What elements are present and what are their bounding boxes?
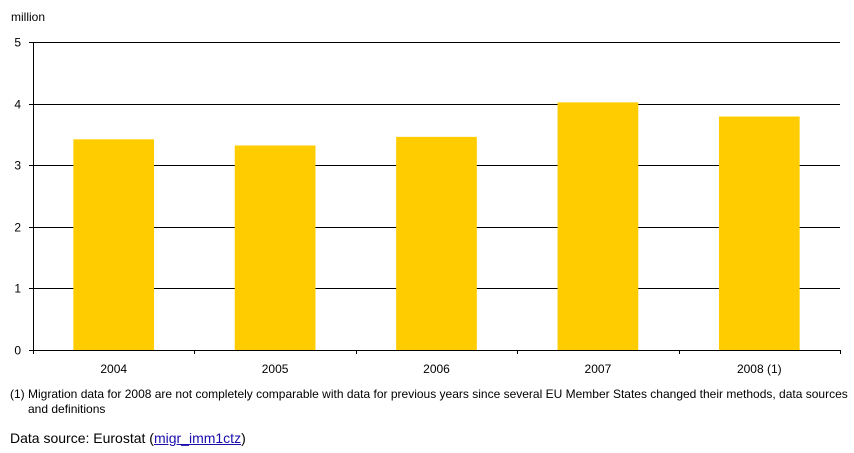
footnote: (1) Migration data for 2008 are not comp…	[10, 387, 848, 416]
x-tick-label: 2006	[423, 362, 450, 376]
source-prefix: Data source: Eurostat (	[10, 430, 154, 446]
bars	[73, 102, 800, 350]
bar-2005	[234, 145, 316, 350]
tick-labels: 0 1 2 3 4 5 2004 2005 2006 2007 2008 (1)	[14, 36, 781, 377]
y-tick-label: 0	[14, 344, 21, 358]
bar-2004	[73, 139, 155, 350]
unit-label: million	[11, 10, 45, 24]
bar-2008-1	[718, 116, 800, 350]
x-tick-label: 2005	[262, 362, 289, 376]
chart-area: million 0 1 2 3 4 5 2004 2005 2006 2007 2008 (1)	[11, 10, 841, 377]
source-suffix: )	[241, 430, 246, 446]
bar-chart: million 0 1 2 3 4 5 2004 2005 2006 2007 2008 (1)	[11, 10, 841, 377]
source-link[interactable]: migr_imm1ctz	[153, 430, 242, 446]
y-tick-label: 4	[14, 98, 21, 112]
y-tick-label: 2	[14, 221, 21, 235]
y-tick-label: 1	[14, 282, 21, 296]
bar-2007	[557, 102, 639, 350]
x-tick-label: 2004	[100, 362, 127, 376]
data-source: Data source: Eurostat (migr_imm1ctz)	[10, 430, 246, 446]
y-tick-label: 3	[14, 159, 21, 173]
bar-2006	[396, 136, 477, 350]
y-tick-label: 5	[14, 36, 21, 50]
x-tick-label: 2008 (1)	[737, 362, 782, 376]
axes	[29, 42, 841, 354]
x-tick-label: 2007	[585, 362, 612, 376]
